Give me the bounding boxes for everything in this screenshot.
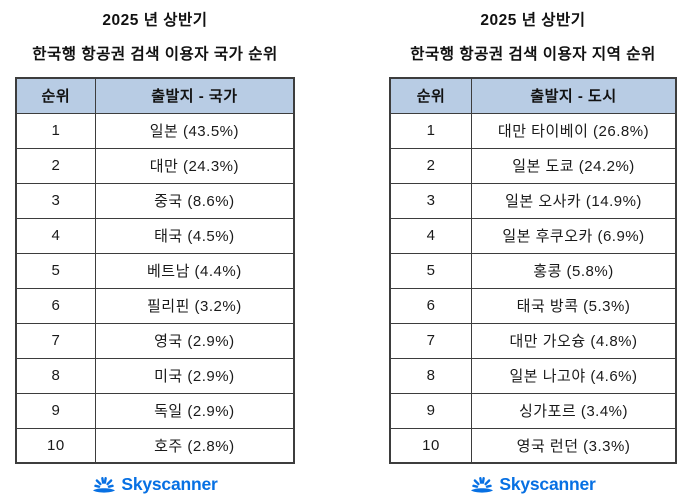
table-row: 1 일본 (43.5%) xyxy=(15,112,295,149)
table-row: 9 독일 (2.9%) xyxy=(15,392,295,429)
table-row: 8 미국 (2.9%) xyxy=(15,357,295,394)
country-ranking-table: 순위 출발지 - 국가 1 일본 (43.5%) 2 대만 (24.3%) 3 중국 (8… xyxy=(15,77,295,464)
origin-cell: 호주 (2.8%) xyxy=(94,427,295,464)
rank-cell: 4 xyxy=(389,217,472,254)
skyscanner-wordmark: Skyscanner xyxy=(499,473,596,494)
rank-cell: 6 xyxy=(389,287,472,324)
table-row: 2 일본 도쿄 (24.2%) xyxy=(389,147,677,184)
table-row: 10 영국 런던 (3.3%) xyxy=(389,427,677,464)
origin-cell: 미국 (2.9%) xyxy=(94,357,295,394)
rank-cell: 8 xyxy=(15,357,96,394)
rank-cell: 3 xyxy=(15,182,96,219)
table-header-row: 순위 출발지 - 국가 xyxy=(15,77,295,114)
city-ranking-panel: 2025 년 상반기 한국행 항공권 검색 이용자 지역 순위 순위 출발지 -… xyxy=(389,0,677,495)
skyscanner-wordmark: Skyscanner xyxy=(121,473,218,494)
origin-cell: 영국 (2.9%) xyxy=(94,322,295,359)
origin-cell: 중국 (8.6%) xyxy=(94,182,295,219)
rank-cell: 2 xyxy=(389,147,472,184)
table-row: 3 중국 (8.6%) xyxy=(15,182,295,219)
origin-cell: 일본 (43.5%) xyxy=(94,112,295,149)
origin-cell: 대만 (24.3%) xyxy=(94,147,295,184)
table-row: 9 싱가포르 (3.4%) xyxy=(389,392,677,429)
origin-cell: 일본 오사카 (14.9%) xyxy=(471,182,677,219)
table-row: 5 베트남 (4.4%) xyxy=(15,252,295,289)
country-ranking-panel: 2025 년 상반기 한국행 항공권 검색 이용자 국가 순위 순위 출발지 -… xyxy=(15,0,295,495)
skyscanner-sunrise-icon xyxy=(92,473,116,495)
rank-cell: 7 xyxy=(15,322,96,359)
table-row: 2 대만 (24.3%) xyxy=(15,147,295,184)
rank-cell: 4 xyxy=(15,217,96,254)
city-panel-title-line1: 2025 년 상반기 xyxy=(480,12,586,29)
rank-cell: 2 xyxy=(15,147,96,184)
rank-cell: 10 xyxy=(389,427,472,464)
city-ranking-table: 순위 출발지 - 도시 1 대만 타이베이 (26.8%) 2 일본 도쿄 (24.2… xyxy=(389,77,677,464)
rank-cell: 9 xyxy=(389,392,472,429)
rank-column-header: 순위 xyxy=(389,77,472,114)
origin-cell: 홍콩 (5.8%) xyxy=(471,252,677,289)
origin-cell: 필리핀 (3.2%) xyxy=(94,287,295,324)
table-row: 7 대만 가오슝 (4.8%) xyxy=(389,322,677,359)
table-row: 8 일본 나고야 (4.6%) xyxy=(389,357,677,394)
origin-cell: 일본 도쿄 (24.2%) xyxy=(471,147,677,184)
table-row: 3 일본 오사카 (14.9%) xyxy=(389,182,677,219)
rank-cell: 3 xyxy=(389,182,472,219)
rank-cell: 5 xyxy=(389,252,472,289)
origin-cell: 영국 런던 (3.3%) xyxy=(471,427,677,464)
table-row: 5 홍콩 (5.8%) xyxy=(389,252,677,289)
rank-cell: 10 xyxy=(15,427,96,464)
origin-cell: 대만 가오슝 (4.8%) xyxy=(471,322,677,359)
rank-cell: 5 xyxy=(15,252,96,289)
origin-cell: 태국 방콕 (5.3%) xyxy=(471,287,677,324)
table-row: 4 일본 후쿠오카 (6.9%) xyxy=(389,217,677,254)
rank-cell: 7 xyxy=(389,322,472,359)
rank-cell: 9 xyxy=(15,392,96,429)
origin-cell: 대만 타이베이 (26.8%) xyxy=(471,112,677,149)
origin-cell: 일본 후쿠오카 (6.9%) xyxy=(471,217,677,254)
city-panel-title-line2: 한국행 항공권 검색 이용자 지역 순위 xyxy=(410,46,656,63)
table-row: 4 태국 (4.5%) xyxy=(15,217,295,254)
rank-cell: 6 xyxy=(15,287,96,324)
skyscanner-logo: Skyscanner xyxy=(15,473,295,495)
origin-cell: 일본 나고야 (4.6%) xyxy=(471,357,677,394)
skyscanner-sunrise-icon xyxy=(470,473,494,495)
table-header-row: 순위 출발지 - 도시 xyxy=(389,77,677,114)
table-row: 6 태국 방콕 (5.3%) xyxy=(389,287,677,324)
origin-cell: 싱가포르 (3.4%) xyxy=(471,392,677,429)
country-panel-title-line2: 한국행 항공권 검색 이용자 국가 순위 xyxy=(32,46,278,63)
rank-cell: 1 xyxy=(15,112,96,149)
origin-cell: 베트남 (4.4%) xyxy=(94,252,295,289)
skyscanner-logo: Skyscanner xyxy=(389,473,677,495)
origin-cell: 태국 (4.5%) xyxy=(94,217,295,254)
table-row: 10 호주 (2.8%) xyxy=(15,427,295,464)
origin-city-column-header: 출발지 - 도시 xyxy=(471,77,677,114)
rank-cell: 1 xyxy=(389,112,472,149)
country-panel-title-line1: 2025 년 상반기 xyxy=(102,12,208,29)
origin-cell: 독일 (2.9%) xyxy=(94,392,295,429)
origin-country-column-header: 출발지 - 국가 xyxy=(94,77,295,114)
rank-column-header: 순위 xyxy=(15,77,96,114)
table-row: 1 대만 타이베이 (26.8%) xyxy=(389,112,677,149)
rank-cell: 8 xyxy=(389,357,472,394)
table-row: 6 필리핀 (3.2%) xyxy=(15,287,295,324)
table-row: 7 영국 (2.9%) xyxy=(15,322,295,359)
